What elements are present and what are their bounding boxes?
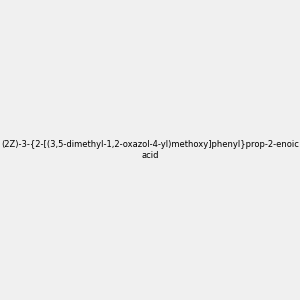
Text: (2Z)-3-{2-[(3,5-dimethyl-1,2-oxazol-4-yl)methoxy]phenyl}prop-2-enoic acid: (2Z)-3-{2-[(3,5-dimethyl-1,2-oxazol-4-yl… [1,140,299,160]
